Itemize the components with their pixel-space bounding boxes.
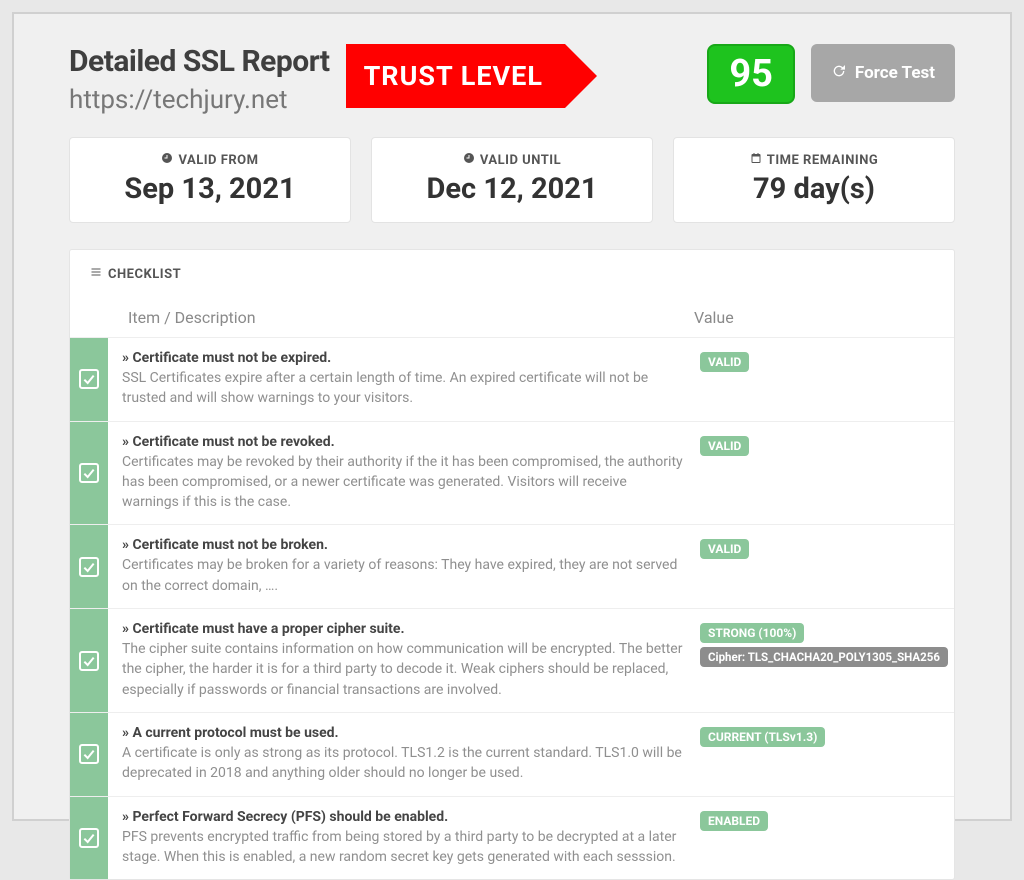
checklist-row: » Certificate must not be revoked. Certif… bbox=[70, 421, 954, 525]
title-block: Detailed SSL Report https://techjury.net bbox=[69, 44, 330, 115]
checklist-row: » Perfect Forward Secrecy (PFS) should b… bbox=[70, 796, 954, 880]
row-text: » A current protocol must be used. A cert… bbox=[122, 725, 686, 784]
row-text: » Perfect Forward Secrecy (PFS) should b… bbox=[122, 809, 686, 868]
row-title: » Certificate must have a proper cipher … bbox=[122, 621, 686, 637]
checklist-row: » Certificate must not be broken. Certifi… bbox=[70, 524, 954, 608]
trust-level-arrow: TRUST LEVEL bbox=[346, 44, 565, 108]
checklist-panel: CHECKLIST Item / Description Value » Cer… bbox=[69, 249, 955, 880]
status-badge: VALID bbox=[700, 436, 749, 456]
row-description: SSL Certificates expire after a certain … bbox=[122, 368, 686, 409]
row-check-icon bbox=[70, 797, 108, 880]
time-remaining-label: TIME REMAINING bbox=[684, 152, 944, 168]
row-body: » Certificate must have a proper cipher … bbox=[108, 609, 954, 712]
report-url: https://techjury.net bbox=[69, 85, 330, 115]
row-check-icon bbox=[70, 525, 108, 608]
valid-until-card: VALID UNTIL Dec 12, 2021 bbox=[371, 137, 653, 223]
col-value-label: Value bbox=[694, 308, 934, 327]
refresh-icon bbox=[831, 63, 847, 84]
time-remaining-value: 79 day(s) bbox=[684, 172, 944, 206]
valid-from-value: Sep 13, 2021 bbox=[80, 172, 340, 206]
row-description: Certificates may be revoked by their aut… bbox=[122, 452, 686, 513]
row-text: » Certificate must not be broken. Certifi… bbox=[122, 537, 686, 596]
status-badge: STRONG (100%) bbox=[700, 623, 804, 643]
force-test-button[interactable]: Force Test bbox=[811, 44, 955, 102]
summary-cards: VALID FROM Sep 13, 2021 VALID UNTIL Dec … bbox=[69, 137, 955, 223]
row-text: » Certificate must not be revoked. Certif… bbox=[122, 434, 686, 513]
row-body: » Perfect Forward Secrecy (PFS) should b… bbox=[108, 797, 954, 880]
row-value: CURRENT (TLSv1.3) bbox=[700, 725, 940, 784]
trust-score-badge: 95 bbox=[707, 44, 795, 104]
row-body: » Certificate must not be expired. SSL Ce… bbox=[108, 338, 954, 421]
checklist-row: » Certificate must not be expired. SSL Ce… bbox=[70, 337, 954, 421]
row-body: » Certificate must not be broken. Certifi… bbox=[108, 525, 954, 608]
row-value: STRONG (100%)Cipher: TLS_CHACHA20_POLY13… bbox=[700, 621, 940, 700]
checklist-rows: » Certificate must not be expired. SSL Ce… bbox=[70, 337, 954, 879]
row-title: » Certificate must not be revoked. bbox=[122, 434, 686, 450]
status-badge: VALID bbox=[700, 539, 749, 559]
row-check-icon bbox=[70, 713, 108, 796]
row-description: Certificates may be broken for a variety… bbox=[122, 555, 686, 596]
status-badge: VALID bbox=[700, 352, 749, 372]
valid-until-label: VALID UNTIL bbox=[382, 152, 642, 168]
checklist-row: » A current protocol must be used. A cert… bbox=[70, 712, 954, 796]
row-body: » Certificate must not be revoked. Certif… bbox=[108, 422, 954, 525]
checklist-row: » Certificate must have a proper cipher … bbox=[70, 608, 954, 712]
calendar-icon bbox=[750, 152, 762, 168]
status-badge: CURRENT (TLSv1.3) bbox=[700, 727, 825, 747]
row-value: ENABLED bbox=[700, 809, 940, 868]
force-test-label: Force Test bbox=[855, 63, 935, 83]
row-description: The cipher suite contains information on… bbox=[122, 639, 686, 700]
clock-icon bbox=[161, 152, 173, 168]
row-value: VALID bbox=[700, 537, 940, 596]
checklist-heading: CHECKLIST bbox=[70, 250, 954, 298]
checklist-columns: Item / Description Value bbox=[70, 298, 954, 337]
valid-from-card: VALID FROM Sep 13, 2021 bbox=[69, 137, 351, 223]
page-title: Detailed SSL Report bbox=[69, 44, 330, 79]
row-title: » Perfect Forward Secrecy (PFS) should b… bbox=[122, 809, 686, 825]
row-description: A certificate is only as strong as its p… bbox=[122, 743, 686, 784]
report-frame: Detailed SSL Report https://techjury.net… bbox=[12, 12, 1012, 821]
row-value: VALID bbox=[700, 350, 940, 409]
header-row: Detailed SSL Report https://techjury.net… bbox=[69, 44, 955, 115]
row-check-icon bbox=[70, 422, 108, 525]
trust-level-label: TRUST LEVEL bbox=[364, 60, 543, 92]
list-icon bbox=[90, 266, 102, 282]
status-badge: Cipher: TLS_CHACHA20_POLY1305_SHA256 bbox=[700, 647, 948, 667]
row-check-icon bbox=[70, 609, 108, 712]
status-badge: ENABLED bbox=[700, 811, 768, 831]
row-title: » Certificate must not be expired. bbox=[122, 350, 686, 366]
row-check-icon bbox=[70, 338, 108, 421]
clock-icon bbox=[463, 152, 475, 168]
valid-until-value: Dec 12, 2021 bbox=[382, 172, 642, 206]
row-text: » Certificate must not be expired. SSL Ce… bbox=[122, 350, 686, 409]
time-remaining-card: TIME REMAINING 79 day(s) bbox=[673, 137, 955, 223]
row-text: » Certificate must have a proper cipher … bbox=[122, 621, 686, 700]
col-item-label: Item / Description bbox=[128, 308, 694, 327]
trust-score-value: 95 bbox=[729, 52, 773, 96]
row-value: VALID bbox=[700, 434, 940, 513]
row-title: » Certificate must not be broken. bbox=[122, 537, 686, 553]
valid-from-label: VALID FROM bbox=[80, 152, 340, 168]
row-title: » A current protocol must be used. bbox=[122, 725, 686, 741]
row-body: » A current protocol must be used. A cert… bbox=[108, 713, 954, 796]
